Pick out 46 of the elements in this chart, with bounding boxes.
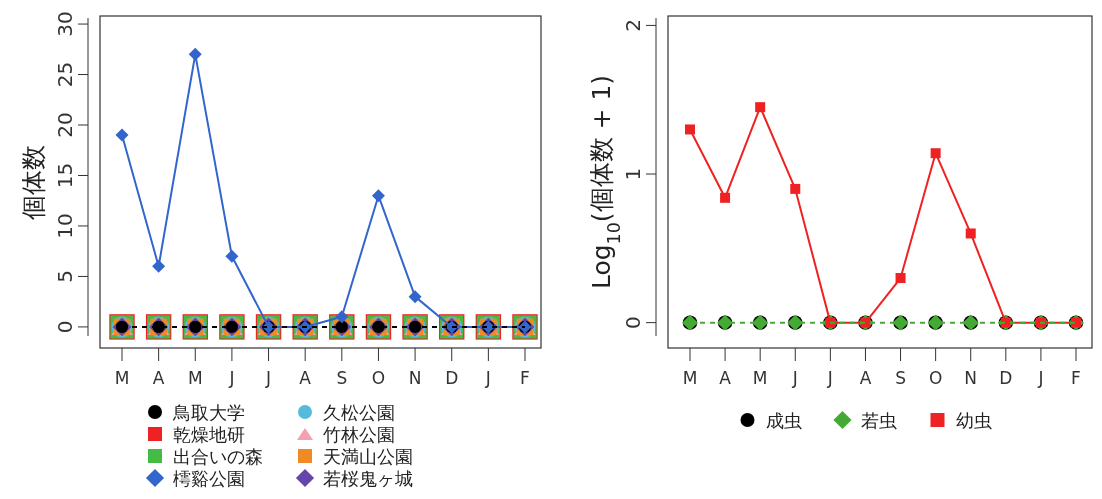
legend-label: 出合いの森 — [173, 446, 263, 467]
legend-label: 成虫 — [765, 410, 802, 431]
x-tick-label: M — [187, 368, 203, 388]
x-tick-label: A — [152, 368, 165, 388]
x-tick-label: N — [964, 368, 978, 388]
x-tick-label: F — [520, 368, 530, 388]
legend-label: 若桜鬼ヶ城 — [323, 468, 413, 489]
x-tick-label: A — [299, 368, 312, 388]
x-tick-label: M — [114, 368, 130, 388]
x-tick-label: O — [928, 368, 943, 388]
x-tick-label: D — [999, 368, 1013, 388]
x-tick-label: J — [826, 368, 833, 388]
x-tick-label: A — [719, 368, 732, 388]
x-tick-label: M — [752, 368, 768, 388]
y-axis-title: 個体数 — [19, 144, 48, 220]
legend-label: 久松公園 — [323, 402, 395, 423]
x-tick-label: N — [408, 368, 422, 388]
legend-label: 鳥取大学 — [172, 402, 245, 423]
y-tick-label: 0 — [53, 320, 77, 334]
x-tick-label: J — [265, 368, 272, 388]
x-tick-label: A — [859, 368, 872, 388]
legend-label: 乾燥地研 — [173, 424, 245, 445]
x-tick-label: J — [228, 368, 235, 388]
legend-label: 若虫 — [860, 410, 897, 431]
x-tick-label: J — [791, 368, 798, 388]
x-tick-label: S — [336, 368, 348, 388]
x-tick-label: D — [445, 368, 459, 388]
legend-label: 天満山公園 — [323, 446, 413, 467]
y-tick-label: 15 — [53, 162, 77, 189]
legend-label: 幼虫 — [955, 410, 992, 431]
y-tick-label: 0 — [621, 316, 645, 329]
x-tick-label: M — [682, 368, 698, 388]
y-tick-label: 20 — [53, 112, 77, 138]
x-tick-label: F — [1071, 368, 1081, 388]
y-tick-label: 30 — [53, 11, 77, 37]
x-tick-label: S — [895, 368, 906, 388]
x-tick-label: J — [1037, 368, 1044, 388]
y-tick-label: 2 — [621, 19, 645, 32]
y-tick-label: 25 — [53, 61, 77, 88]
legend-label: 竹林公園 — [323, 424, 395, 445]
x-tick-label: J — [484, 368, 491, 388]
y-tick-label: 10 — [53, 213, 77, 239]
legend-label: 樗谿公園 — [173, 468, 245, 489]
y-tick-label: 1 — [621, 167, 645, 181]
x-tick-label: O — [371, 368, 386, 388]
y-tick-label: 5 — [53, 270, 77, 283]
